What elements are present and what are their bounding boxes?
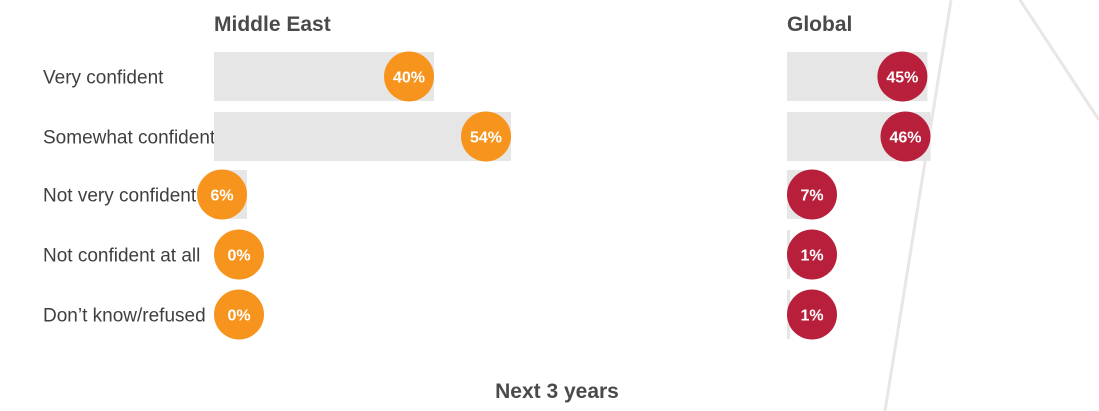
- middle-east-data-label-don-t-know-refused: 0%: [227, 308, 250, 325]
- category-label-don-t-know-refused: Don’t know/refused: [43, 306, 206, 327]
- global-data-label-not-very-confident: 7%: [800, 188, 823, 205]
- global-data-label-don-t-know-refused: 1%: [800, 308, 823, 325]
- global-data-label-somewhat-confident: 46%: [890, 130, 922, 147]
- category-label-somewhat-confident: Somewhat confident: [43, 128, 216, 149]
- category-label-not-confident-at-all: Not confident at all: [43, 246, 200, 267]
- panel-global: 45% 46% 7% 1% 1%: [787, 51, 931, 340]
- global-data-label-not-confident-at-all: 1%: [800, 248, 823, 265]
- panel-middle-east: 40% 54% 6% 0% 0%: [197, 51, 511, 340]
- middle-east-data-label-somewhat-confident: 54%: [470, 130, 502, 147]
- middle-east-value-marker-not-confident-at-all: [214, 229, 264, 280]
- middle-east-value-marker-somewhat-confident: [461, 111, 511, 162]
- category-label-very-confident: Very confident: [43, 68, 164, 89]
- middle-east-data-label-very-confident: 40%: [393, 70, 425, 87]
- global-value-marker-not-confident-at-all: [787, 229, 837, 280]
- middle-east-data-label-not-very-confident: 6%: [210, 188, 233, 205]
- middle-east-value-marker-very-confident: [384, 51, 434, 102]
- decor-line-right: [1018, 0, 1099, 121]
- global-value-marker-very-confident: [877, 51, 928, 102]
- global-data-label-very-confident: 45%: [886, 70, 918, 87]
- global-value-marker-somewhat-confident: [880, 111, 931, 162]
- global-value-marker-not-very-confident: [787, 169, 837, 220]
- global-value-marker-don-t-know-refused: [787, 289, 837, 340]
- middle-east-data-label-not-confident-at-all: 0%: [227, 248, 250, 265]
- category-labels: Very confident Somewhat confident Not very…: [43, 68, 216, 327]
- footer-label: Next 3 years: [495, 380, 619, 403]
- panel-title-global: Global: [787, 13, 852, 36]
- background-decoration: [883, 0, 1099, 411]
- middle-east-value-marker-not-very-confident: [197, 169, 247, 220]
- category-label-not-very-confident: Not very confident: [43, 186, 197, 207]
- decor-line-left: [883, 0, 953, 411]
- panel-title-middle-east: Middle East: [214, 13, 331, 36]
- middle-east-value-marker-don-t-know-refused: [214, 289, 264, 340]
